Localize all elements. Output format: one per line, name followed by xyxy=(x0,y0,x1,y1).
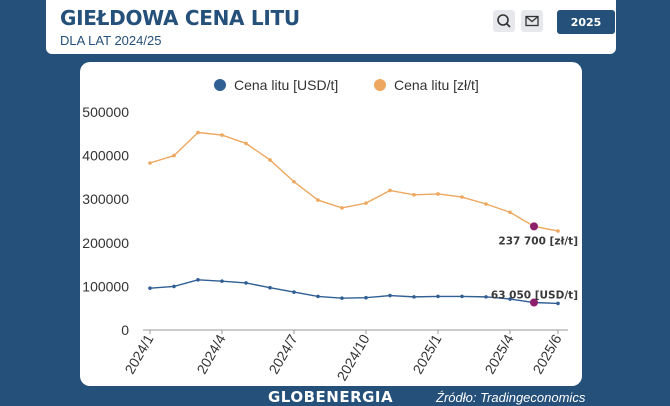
y-tick-label: 0 xyxy=(121,322,129,338)
data-point xyxy=(556,229,560,233)
data-point xyxy=(460,294,464,299)
y-tick-label: 300000 xyxy=(82,191,129,207)
series-line-0 xyxy=(149,279,559,305)
data-point xyxy=(340,296,344,300)
data-point xyxy=(268,158,272,162)
page-subtitle: DLA LAT 2024/25 xyxy=(60,33,162,48)
header-card: GIEŁDOWA CENA LITU DLA LAT 2024/25 2025 xyxy=(46,0,616,54)
legend-label-0: Cena litu [USD/t] xyxy=(234,77,338,93)
highlight-point xyxy=(530,222,538,231)
data-point xyxy=(340,206,344,210)
data-point xyxy=(484,295,488,299)
data-point xyxy=(172,153,176,158)
data-point xyxy=(460,195,464,199)
x-tick-label: 2024/10 xyxy=(333,331,372,383)
data-point xyxy=(316,198,320,202)
data-point xyxy=(244,141,248,146)
data-point xyxy=(412,193,416,197)
data-point xyxy=(436,192,440,196)
data-point xyxy=(196,130,200,135)
source-note: Źródło: Tradingeconomics xyxy=(436,390,586,405)
data-label: 237 700 [zł/t] xyxy=(498,235,578,247)
x-tick-label: 2025/6 xyxy=(529,331,564,376)
x-tick-label: 2024/7 xyxy=(265,331,300,376)
y-tick-label: 200000 xyxy=(82,235,129,251)
x-tick-label: 2024/4 xyxy=(193,331,228,376)
brand-logo: GLOBENERGIA xyxy=(268,388,394,406)
data-point xyxy=(316,294,320,299)
y-tick-label: 100000 xyxy=(82,278,129,294)
data-point xyxy=(508,210,512,215)
y-tick-label: 500000 xyxy=(82,104,129,120)
mail-icon xyxy=(525,15,539,27)
data-point xyxy=(196,278,200,282)
legend-marker-0 xyxy=(214,79,226,91)
search-icon xyxy=(497,14,511,28)
data-point xyxy=(388,188,392,193)
x-tick-label: 2024/1 xyxy=(121,331,156,376)
data-point xyxy=(484,202,488,206)
data-point xyxy=(388,293,392,298)
year-2025-button[interactable]: 2025 xyxy=(557,10,615,34)
data-point xyxy=(364,295,368,300)
data-point xyxy=(244,281,248,285)
data-point xyxy=(148,161,152,165)
data-point xyxy=(220,279,224,283)
data-point xyxy=(508,297,512,301)
data-point xyxy=(172,284,176,289)
data-point xyxy=(364,201,368,205)
data-point xyxy=(292,179,296,184)
x-tick-label: 2025/4 xyxy=(481,331,516,376)
highlight-point xyxy=(530,298,538,307)
data-point xyxy=(268,285,272,290)
data-label: 63 050 [USD/t] xyxy=(491,290,578,302)
y-tick-label: 400000 xyxy=(82,148,129,164)
data-point xyxy=(412,295,416,299)
page-title: GIEŁDOWA CENA LITU xyxy=(60,6,300,30)
series-line-1 xyxy=(149,131,559,232)
lithium-price-chart: 0 100000 200000 300000 400000 500000 2024/1 202… xyxy=(82,77,578,383)
mail-button[interactable] xyxy=(521,10,543,32)
data-point xyxy=(556,301,560,306)
chart-card: 0 100000 200000 300000 400000 500000 2024/1 202… xyxy=(80,62,582,386)
search-button[interactable] xyxy=(493,10,515,32)
legend-marker-1 xyxy=(374,79,386,91)
data-point xyxy=(148,286,152,290)
legend-label-1: Cena litu [zł/t] xyxy=(394,77,479,93)
data-point xyxy=(436,294,440,299)
data-point xyxy=(292,290,296,294)
x-tick-label: 2025/1 xyxy=(409,331,444,376)
data-point xyxy=(220,133,224,137)
